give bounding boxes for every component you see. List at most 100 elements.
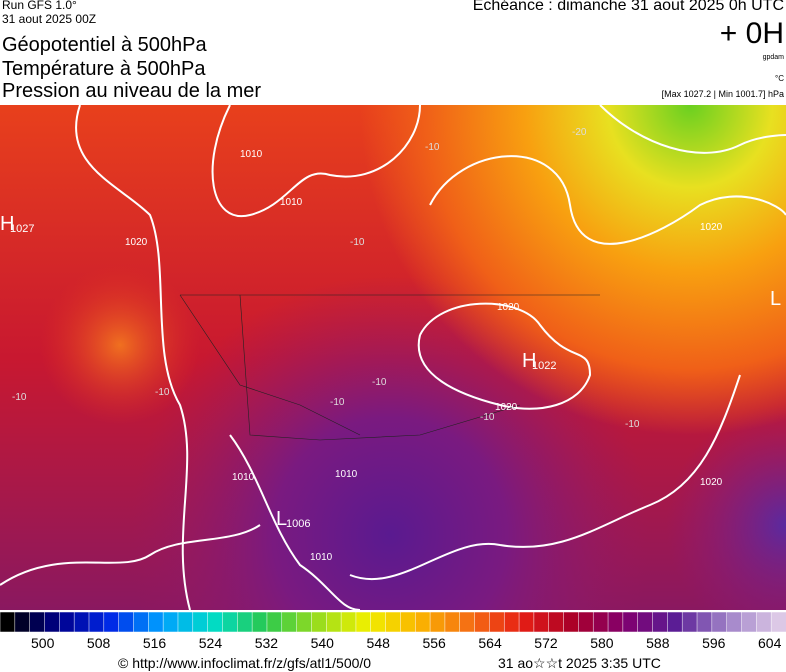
- colorbar-swatch: [103, 612, 120, 632]
- colorbar-label: 516: [142, 635, 167, 651]
- colorbar-swatch: [578, 612, 594, 632]
- colorbar-swatch: [652, 612, 669, 632]
- colorbar-swatch: [667, 612, 683, 632]
- colorbar-swatch: [770, 612, 786, 632]
- colorbar-label: 532: [254, 635, 279, 651]
- pressure-center-value: 1027: [10, 223, 34, 235]
- colorbar-swatch: [726, 612, 743, 632]
- colorbar-label: 548: [366, 635, 390, 651]
- forecast-time: Echéance : dimanche 31 aout 2025 0h UTC: [472, 0, 784, 14]
- colorbar-swatch: [489, 612, 505, 632]
- colorbar-label: 508: [86, 635, 111, 651]
- isotherm-label: -10: [155, 387, 170, 398]
- unit-geo: gpdam: [762, 54, 784, 61]
- colorbar-swatch: [177, 612, 194, 632]
- colorbar-swatch: [44, 612, 61, 632]
- isobar-label: 1020: [495, 402, 518, 413]
- colorbar-swatch: [296, 612, 313, 632]
- colorbar-swatch: [385, 612, 402, 632]
- timestamp: 31 ao☆☆t 2025 3:35 UTC: [498, 655, 661, 671]
- colorbar-swatch: [192, 612, 209, 632]
- borders: [179, 294, 600, 441]
- colorbar-swatch: [148, 612, 164, 632]
- isobar-label: 1010: [335, 469, 358, 480]
- pressure-center-letter: L: [276, 508, 287, 530]
- run-label: Run GFS 1.0°: [2, 0, 77, 12]
- colorbar-swatch: [711, 612, 728, 632]
- isobar-label: 1020: [700, 222, 723, 233]
- isotherm-label: -20: [572, 127, 587, 138]
- title-line: Température à 500hPa: [2, 58, 206, 80]
- title-line: Géopotentiel à 500hPa: [2, 34, 207, 56]
- colorbar-swatch: [237, 612, 253, 632]
- colorbar-swatch: [340, 612, 357, 632]
- isotherm-label: -10: [372, 377, 387, 388]
- colorbar-swatch: [459, 612, 476, 632]
- isotherm-label: -10: [12, 392, 27, 403]
- isotherm-label: -10: [350, 237, 365, 248]
- isobar-label: 1010: [280, 197, 303, 208]
- colorbar-swatch: [533, 612, 550, 632]
- colorbar-label: 556: [422, 635, 446, 651]
- colorbar-label: 500: [31, 635, 55, 651]
- colorbar-swatch: [429, 612, 446, 632]
- colorbar-swatch: [311, 612, 328, 632]
- isobar-label: 1010: [310, 552, 333, 563]
- colorbar-swatch: [474, 612, 491, 632]
- colorbar-swatch: [637, 612, 654, 632]
- shading: [0, 105, 786, 610]
- colorbar-swatch: [326, 612, 342, 632]
- colorbar-swatch: [73, 612, 90, 632]
- isotherm-label: -10: [425, 142, 440, 153]
- colorbar-label: 580: [590, 635, 614, 651]
- title-line: Pression au niveau de la mer: [2, 80, 262, 102]
- isobar-label: 1020: [125, 237, 148, 248]
- lead-time: + 0H: [719, 17, 784, 50]
- colorbar-label: 572: [534, 635, 558, 651]
- colorbar-swatch: [59, 612, 75, 632]
- pressure-center-value: 1022: [532, 360, 556, 372]
- colorbar-swatch: [29, 612, 46, 632]
- colorbar: [0, 612, 786, 632]
- pressure-center-letter: H: [0, 213, 14, 235]
- colorbar-swatch: [222, 612, 239, 632]
- colorbar-swatch: [756, 612, 772, 632]
- colorbar-swatch: [563, 612, 580, 632]
- colorbar-swatch: [607, 612, 624, 632]
- colorbar-label: 564: [478, 635, 502, 651]
- colorbar-swatch: [88, 612, 105, 632]
- pressure-center-value: 1006: [286, 518, 310, 530]
- unit-temp: °C: [775, 74, 784, 83]
- colorbar-swatch: [370, 612, 387, 632]
- colorbar-label: 588: [646, 635, 670, 651]
- colorbar-label: 524: [198, 635, 223, 651]
- pressure-range: [Max 1027.2 | Min 1001.7] hPa: [661, 89, 784, 99]
- isobar-label: 1010: [240, 149, 263, 160]
- colorbar-swatch: [503, 612, 520, 632]
- isotherm-label: -10: [480, 412, 495, 423]
- isobars: [0, 105, 786, 610]
- colorbar-swatch: [14, 612, 31, 632]
- colorbar-swatch: [518, 612, 535, 632]
- pressure-center-letter: L: [770, 288, 781, 310]
- colorbar-swatch: [251, 612, 268, 632]
- source-url: © http://www.infoclimat.fr/z/gfs/atl1/50…: [118, 655, 372, 671]
- colorbar-swatch: [414, 612, 431, 632]
- colorbar-swatch: [355, 612, 372, 632]
- colorbar-swatch: [133, 612, 150, 632]
- isobar-label: 1020: [700, 477, 723, 488]
- colorbar-swatch: [281, 612, 298, 632]
- colorbar-swatch: [0, 612, 16, 632]
- colorbar-swatch: [548, 612, 565, 632]
- labels: H1027H1022L1006L101010101020102010201020…: [0, 127, 781, 563]
- isotherm-label: -10: [625, 419, 640, 430]
- colorbar-label: 596: [702, 635, 726, 651]
- pressure-center-letter: H: [522, 350, 536, 372]
- isotherm-label: -10: [330, 397, 345, 408]
- isobar-label: 1020: [497, 302, 520, 313]
- colorbar-swatch: [741, 612, 758, 632]
- colorbar-swatch: [207, 612, 224, 632]
- colorbar-swatch: [592, 612, 609, 632]
- colorbar-swatch: [400, 612, 416, 632]
